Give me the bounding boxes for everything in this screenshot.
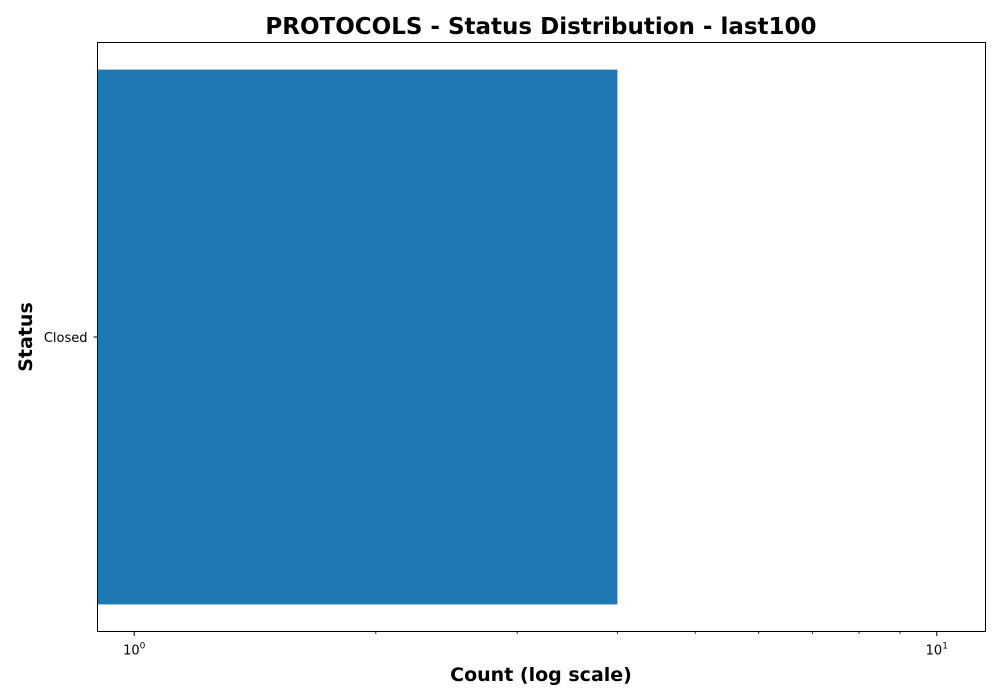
x-tick-label: 100 — [123, 642, 146, 659]
chart-title: PROTOCOLS - Status Distribution - last10… — [265, 14, 816, 40]
y-tick-label: Closed — [44, 331, 88, 346]
x-axis-ticks: 100 101 — [123, 631, 948, 659]
bar-closed — [97, 69, 618, 605]
y-axis-label: Status — [15, 302, 37, 372]
x-tick-label: 101 — [926, 642, 948, 659]
x-axis-label: Count (log scale) — [450, 664, 632, 686]
bars-group — [97, 69, 618, 605]
y-axis-ticks: Closed — [44, 331, 98, 346]
